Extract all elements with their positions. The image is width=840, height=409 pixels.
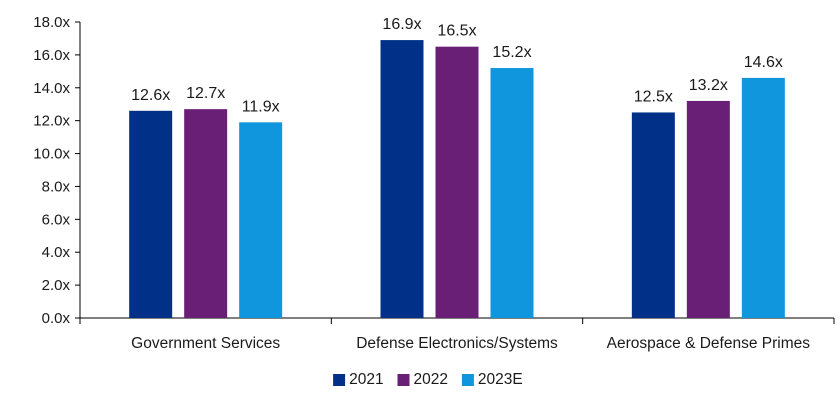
data-labels: 12.6x 12.7x 11.9x 16.9x 16.5x 15.2x 12.5x 13.2x…: [131, 16, 783, 115]
legend-label: 2022: [414, 371, 448, 388]
data-label: 14.6x: [744, 54, 783, 71]
data-label: 12.7x: [186, 85, 225, 102]
bar-2022-1: [435, 46, 479, 319]
x-tick-label: Aerospace & Defense Primes: [607, 335, 811, 352]
y-tick-label: 18.0x: [33, 14, 70, 31]
bar-2022-2: [686, 100, 730, 318]
bar-2023E-2: [741, 77, 785, 319]
data-label: 12.5x: [634, 88, 673, 105]
legend-swatch-2022: [397, 374, 410, 386]
y-tick-label: 12.0x: [33, 113, 70, 130]
bars: [129, 40, 785, 319]
data-label: 12.6x: [131, 87, 170, 104]
bar-2021-2: [631, 112, 675, 318]
legend-label: 2023E: [478, 371, 523, 388]
y-tick-label: 2.0x: [42, 277, 71, 294]
x-tick-label: Defense Electronics/Systems: [356, 335, 558, 352]
bar-2022-0: [184, 109, 228, 319]
x-tick-label: Government Services: [131, 335, 280, 352]
y-tick-label: 16.0x: [33, 47, 70, 64]
data-label: 15.2x: [492, 44, 531, 61]
legend-label: 2021: [349, 371, 383, 388]
bar-2023E-0: [239, 122, 283, 318]
axes: 0.0x 2.0x 4.0x 6.0x 8.0x 10.0x 12.0x 14.0x 16.0x…: [33, 14, 835, 352]
y-tick-label: 6.0x: [42, 211, 71, 228]
y-tick-label: 8.0x: [42, 178, 71, 195]
y-tick-label: 14.0x: [33, 80, 70, 97]
y-tick-label: 0.0x: [42, 310, 71, 327]
data-label: 16.9x: [382, 16, 421, 33]
bar-2021-1: [380, 40, 424, 318]
legend-swatch-2021: [333, 374, 346, 386]
y-tick-label: 10.0x: [33, 146, 70, 163]
data-label: 11.9x: [242, 98, 280, 115]
bar-2021-0: [129, 110, 173, 318]
bar-2023E-1: [490, 68, 534, 319]
data-label: 16.5x: [437, 23, 476, 40]
data-label: 13.2x: [689, 77, 728, 94]
y-tick-label: 4.0x: [42, 244, 71, 261]
legend: 2021 2022 2023E: [333, 371, 523, 388]
legend-swatch-2023E: [461, 374, 474, 386]
